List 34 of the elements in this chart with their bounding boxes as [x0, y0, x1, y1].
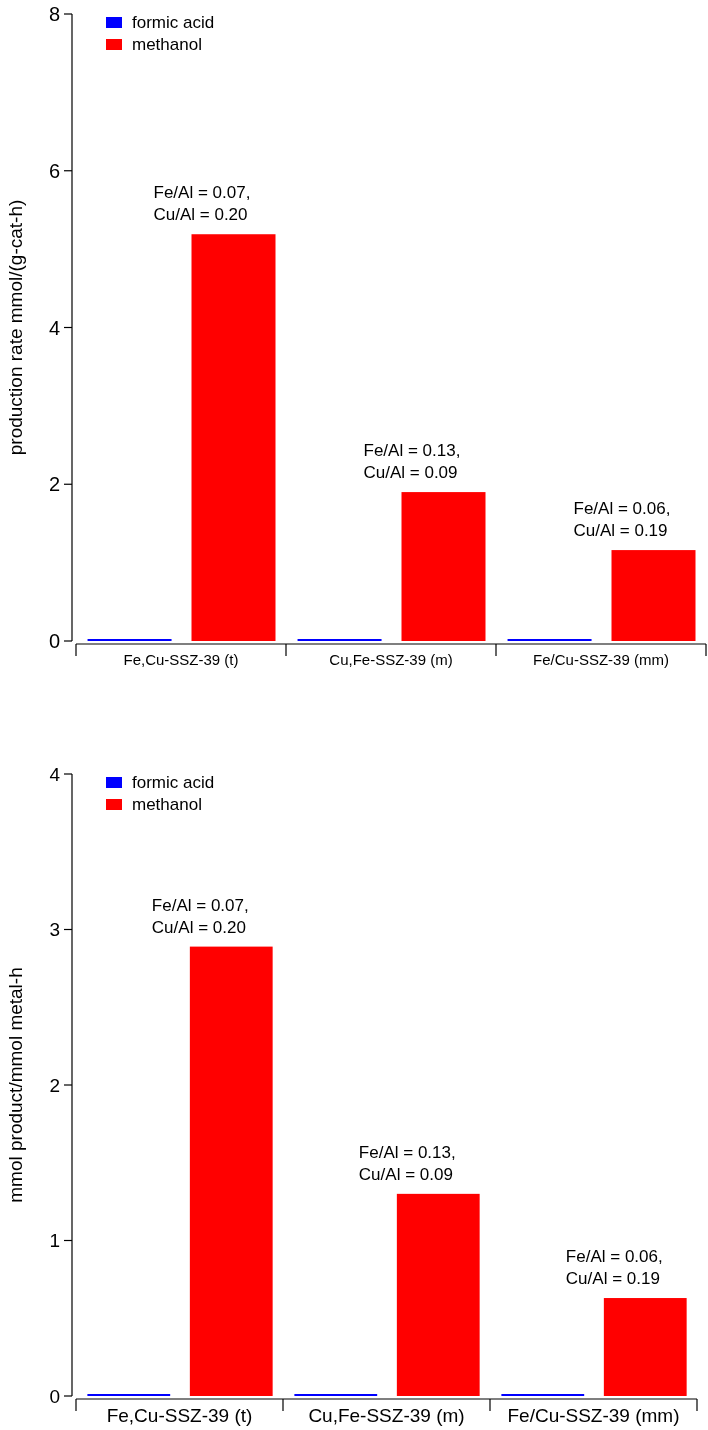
legend-label: formic acid — [132, 12, 215, 32]
y-tick-label: 1 — [49, 1230, 60, 1252]
bar — [611, 550, 696, 641]
x-tick-label: Fe/Cu-SSZ-39 (mm) — [533, 651, 669, 668]
legend-label: methanol — [132, 794, 202, 814]
y-tick-label: 4 — [49, 763, 61, 785]
y-tick-label: 0 — [49, 1385, 60, 1407]
y-tick-label: 2 — [49, 1074, 60, 1096]
y-tick-label: 4 — [48, 316, 60, 339]
x-tick-label: Fe/Cu-SSZ-39 (mm) — [507, 1405, 680, 1426]
bar — [189, 946, 273, 1396]
legend-label: formic acid — [132, 772, 215, 792]
y-axis-title: mmol product/mmol metal-h — [5, 967, 26, 1203]
y-tick-label: 2 — [48, 473, 60, 496]
y-tick-label: 0 — [48, 630, 60, 652]
y-tick-label: 6 — [48, 159, 60, 182]
bar — [603, 1298, 687, 1397]
y-axis-title: production rate mmol/(g-cat-h) — [5, 199, 26, 456]
x-tick-label: Fe,Cu-SSZ-39 (t) — [123, 651, 239, 668]
annotation: Fe/Al = 0.13, Cu/Al = 0.09 — [358, 1142, 456, 1184]
legend-label: methanol — [132, 34, 202, 54]
annotation: Fe/Al = 0.07, Cu/Al = 0.20 — [151, 895, 249, 937]
annotation: Fe/Al = 0.06, Cu/Al = 0.19 — [565, 1247, 663, 1289]
y-tick-label: 3 — [49, 919, 60, 941]
annotation: Fe/Al = 0.06, Cu/Al = 0.19 — [573, 499, 671, 541]
annotation: Fe/Al = 0.07, Cu/Al = 0.20 — [153, 183, 251, 225]
bar — [401, 492, 486, 641]
x-tick-label: Fe,Cu-SSZ-39 (t) — [106, 1405, 253, 1426]
bar — [396, 1193, 480, 1396]
x-tick-label: Cu,Fe-SSZ-39 (m) — [308, 1405, 465, 1426]
bar — [191, 234, 276, 641]
annotation: Fe/Al = 0.13, Cu/Al = 0.09 — [363, 441, 461, 483]
x-tick-label: Cu,Fe-SSZ-39 (m) — [329, 651, 453, 668]
y-tick-label: 8 — [48, 3, 60, 25]
